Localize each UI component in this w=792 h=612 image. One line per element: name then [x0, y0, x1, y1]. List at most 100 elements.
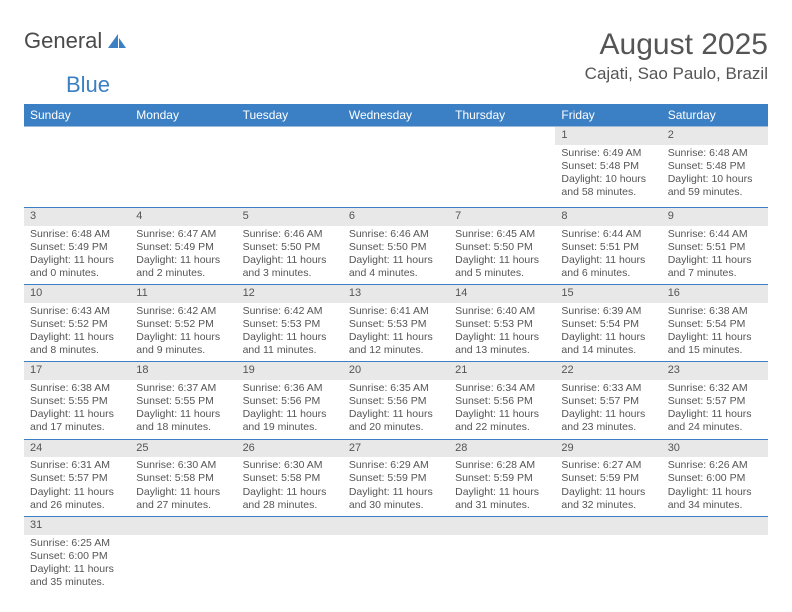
- day-cell: Sunrise: 6:48 AMSunset: 5:48 PMDaylight:…: [662, 145, 768, 208]
- daylight-text: and 59 minutes.: [668, 186, 762, 199]
- day-cell: [555, 535, 661, 597]
- day-cell: Sunrise: 6:26 AMSunset: 6:00 PMDaylight:…: [662, 457, 768, 516]
- day-number: [449, 516, 555, 534]
- day-number: [343, 516, 449, 534]
- day-header: Thursday: [449, 104, 555, 127]
- day-number: [130, 516, 236, 534]
- day-number: 16: [662, 285, 768, 303]
- day-number: 5: [237, 207, 343, 225]
- day-number: [662, 516, 768, 534]
- day-number: [343, 127, 449, 145]
- day-header: Monday: [130, 104, 236, 127]
- sunrise-text: Sunrise: 6:30 AM: [136, 459, 230, 472]
- sunset-text: Sunset: 5:57 PM: [668, 395, 762, 408]
- day-cell: Sunrise: 6:32 AMSunset: 5:57 PMDaylight:…: [662, 380, 768, 439]
- day-number: 12: [237, 285, 343, 303]
- day-cell: Sunrise: 6:30 AMSunset: 5:58 PMDaylight:…: [130, 457, 236, 516]
- daylight-text: Daylight: 11 hours: [30, 486, 124, 499]
- daylight-text: Daylight: 11 hours: [30, 331, 124, 344]
- sunrise-text: Sunrise: 6:34 AM: [455, 382, 549, 395]
- logo-general: General: [24, 28, 102, 54]
- sunrise-text: Sunrise: 6:48 AM: [30, 228, 124, 241]
- sunset-text: Sunset: 5:53 PM: [243, 318, 337, 331]
- daylight-text: and 58 minutes.: [561, 186, 655, 199]
- sunrise-text: Sunrise: 6:43 AM: [30, 305, 124, 318]
- day-cell: [24, 145, 130, 208]
- sunrise-text: Sunrise: 6:44 AM: [561, 228, 655, 241]
- day-cell: Sunrise: 6:36 AMSunset: 5:56 PMDaylight:…: [237, 380, 343, 439]
- month-title: August 2025: [585, 28, 768, 62]
- daylight-text: and 4 minutes.: [349, 267, 443, 280]
- sunrise-text: Sunrise: 6:35 AM: [349, 382, 443, 395]
- day-cell: [449, 535, 555, 597]
- day-number: [237, 127, 343, 145]
- daylight-text: and 9 minutes.: [136, 344, 230, 357]
- sunrise-text: Sunrise: 6:32 AM: [668, 382, 762, 395]
- daylight-text: Daylight: 11 hours: [349, 408, 443, 421]
- daylight-text: Daylight: 11 hours: [136, 331, 230, 344]
- daylight-text: Daylight: 11 hours: [243, 331, 337, 344]
- daylight-text: Daylight: 11 hours: [30, 254, 124, 267]
- day-number-row: 17181920212223: [24, 362, 768, 380]
- day-header: Tuesday: [237, 104, 343, 127]
- day-cell: Sunrise: 6:45 AMSunset: 5:50 PMDaylight:…: [449, 226, 555, 285]
- sunset-text: Sunset: 5:50 PM: [455, 241, 549, 254]
- daylight-text: Daylight: 11 hours: [561, 254, 655, 267]
- daylight-text: and 18 minutes.: [136, 421, 230, 434]
- sunrise-text: Sunrise: 6:26 AM: [668, 459, 762, 472]
- sunset-text: Sunset: 5:49 PM: [30, 241, 124, 254]
- sunset-text: Sunset: 5:56 PM: [243, 395, 337, 408]
- sunrise-text: Sunrise: 6:46 AM: [349, 228, 443, 241]
- location: Cajati, Sao Paulo, Brazil: [585, 64, 768, 84]
- day-number: 22: [555, 362, 661, 380]
- day-cell: Sunrise: 6:48 AMSunset: 5:49 PMDaylight:…: [24, 226, 130, 285]
- day-cell: [237, 145, 343, 208]
- sunrise-text: Sunrise: 6:38 AM: [668, 305, 762, 318]
- sunset-text: Sunset: 5:53 PM: [349, 318, 443, 331]
- sunset-text: Sunset: 5:55 PM: [136, 395, 230, 408]
- daylight-text: Daylight: 11 hours: [668, 408, 762, 421]
- day-cell: Sunrise: 6:44 AMSunset: 5:51 PMDaylight:…: [555, 226, 661, 285]
- day-cell: Sunrise: 6:33 AMSunset: 5:57 PMDaylight:…: [555, 380, 661, 439]
- day-content-row: Sunrise: 6:38 AMSunset: 5:55 PMDaylight:…: [24, 380, 768, 439]
- day-cell: Sunrise: 6:30 AMSunset: 5:58 PMDaylight:…: [237, 457, 343, 516]
- day-number: 8: [555, 207, 661, 225]
- sunrise-text: Sunrise: 6:31 AM: [30, 459, 124, 472]
- daylight-text: and 34 minutes.: [668, 499, 762, 512]
- daylight-text: Daylight: 11 hours: [455, 331, 549, 344]
- sunset-text: Sunset: 5:50 PM: [349, 241, 443, 254]
- day-cell: Sunrise: 6:28 AMSunset: 5:59 PMDaylight:…: [449, 457, 555, 516]
- daylight-text: Daylight: 11 hours: [561, 408, 655, 421]
- day-number: 13: [343, 285, 449, 303]
- day-number: 25: [130, 439, 236, 457]
- daylight-text: and 0 minutes.: [30, 267, 124, 280]
- day-number: 31: [24, 516, 130, 534]
- day-number: 28: [449, 439, 555, 457]
- day-number: 7: [449, 207, 555, 225]
- day-cell: [343, 535, 449, 597]
- day-number-row: 10111213141516: [24, 285, 768, 303]
- day-cell: Sunrise: 6:46 AMSunset: 5:50 PMDaylight:…: [237, 226, 343, 285]
- title-block: August 2025 Cajati, Sao Paulo, Brazil: [585, 28, 768, 84]
- sunrise-text: Sunrise: 6:48 AM: [668, 147, 762, 160]
- daylight-text: Daylight: 10 hours: [668, 173, 762, 186]
- sunrise-text: Sunrise: 6:42 AM: [136, 305, 230, 318]
- day-header: Saturday: [662, 104, 768, 127]
- day-number: [449, 127, 555, 145]
- day-number: [130, 127, 236, 145]
- day-content-row: Sunrise: 6:48 AMSunset: 5:49 PMDaylight:…: [24, 226, 768, 285]
- day-cell: Sunrise: 6:29 AMSunset: 5:59 PMDaylight:…: [343, 457, 449, 516]
- day-header-row: Sunday Monday Tuesday Wednesday Thursday…: [24, 104, 768, 127]
- daylight-text: and 2 minutes.: [136, 267, 230, 280]
- day-number: 30: [662, 439, 768, 457]
- day-cell: Sunrise: 6:39 AMSunset: 5:54 PMDaylight:…: [555, 303, 661, 362]
- daylight-text: and 17 minutes.: [30, 421, 124, 434]
- sunset-text: Sunset: 6:00 PM: [30, 550, 124, 563]
- sunrise-text: Sunrise: 6:49 AM: [561, 147, 655, 160]
- daylight-text: and 7 minutes.: [668, 267, 762, 280]
- daylight-text: and 3 minutes.: [243, 267, 337, 280]
- calendar-table: Sunday Monday Tuesday Wednesday Thursday…: [24, 104, 768, 597]
- daylight-text: Daylight: 11 hours: [243, 254, 337, 267]
- daylight-text: and 27 minutes.: [136, 499, 230, 512]
- sunset-text: Sunset: 5:48 PM: [668, 160, 762, 173]
